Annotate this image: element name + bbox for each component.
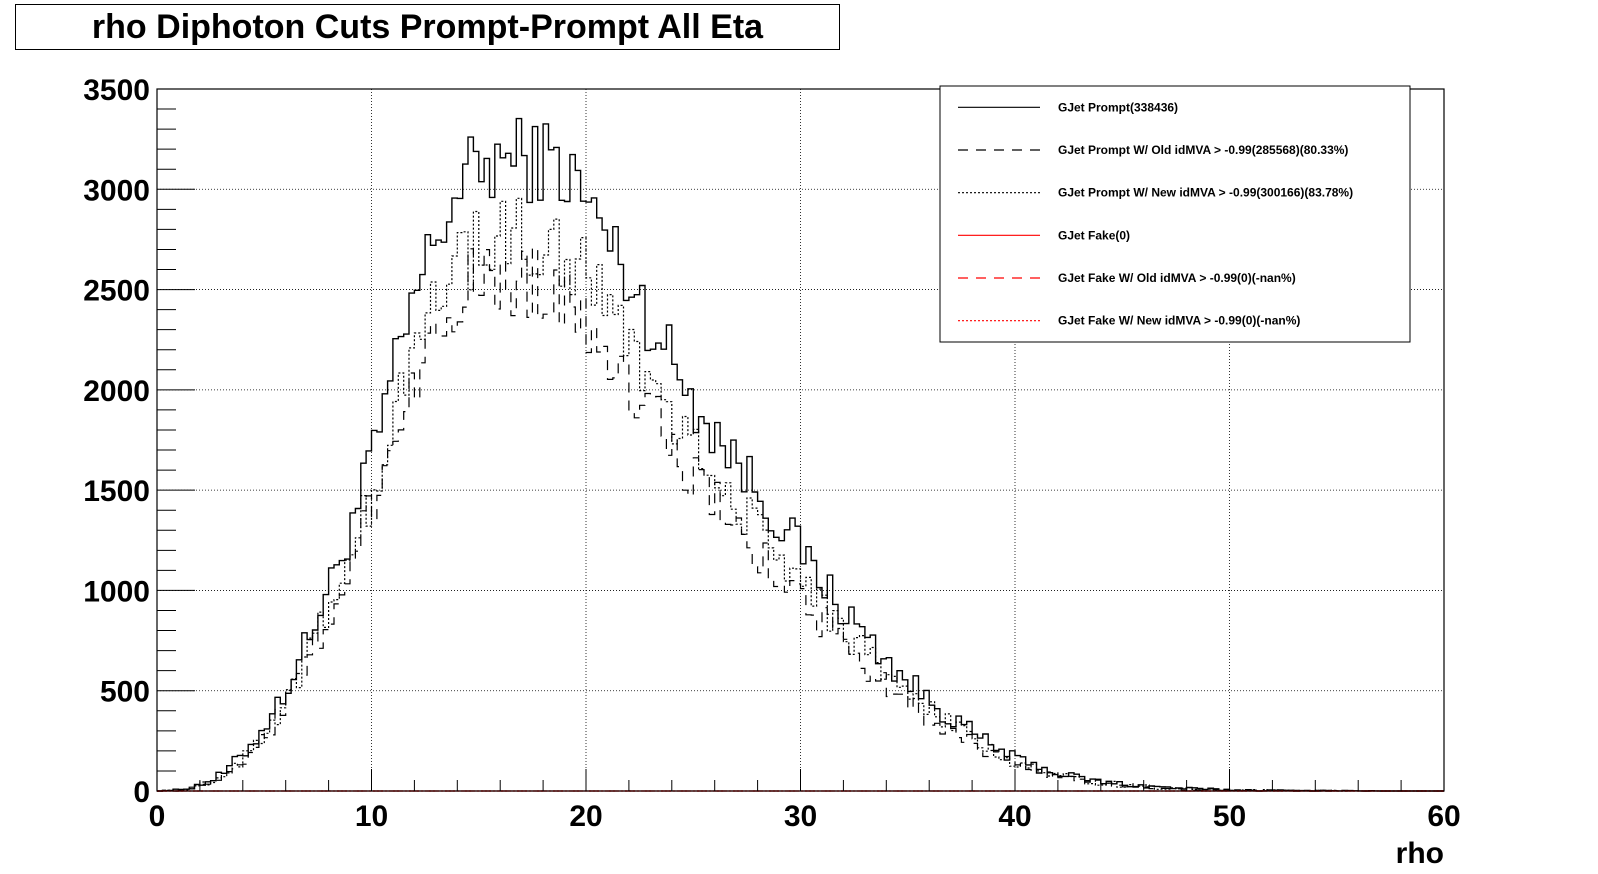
x-tick-label: 30 — [784, 800, 817, 833]
legend-label: GJet Fake W/ New idMVA > -0.99(0)(-nan%) — [1058, 314, 1300, 328]
legend-label: GJet Prompt W/ Old idMVA > -0.99(285568)… — [1058, 143, 1348, 157]
x-tick-label: 60 — [1427, 800, 1460, 833]
legend-label: GJet Prompt(338436) — [1058, 100, 1178, 114]
y-tick-label: 3500 — [83, 74, 150, 107]
x-tick-label: 40 — [998, 800, 1031, 833]
y-tick-label: 500 — [100, 676, 150, 709]
x-tick-label: 0 — [149, 800, 166, 833]
y-tick-label: 3000 — [83, 174, 150, 207]
y-tick-label: 1000 — [83, 575, 150, 608]
legend-label: GJet Fake(0) — [1058, 228, 1130, 242]
x-axis-title: rho — [1396, 837, 1444, 870]
y-tick-label: 1500 — [83, 475, 150, 508]
y-tick-labels: 0 500 1000 1500 2000 2500 3000 3500 — [83, 74, 150, 809]
x-tick-labels: 0 10 20 30 40 50 60 — [149, 800, 1461, 833]
y-tick-label: 2000 — [83, 375, 150, 408]
x-tick-label: 50 — [1213, 800, 1246, 833]
legend-box — [939, 85, 1411, 343]
y-tick-label: 0 — [133, 776, 150, 809]
legend: GJet Prompt(338436) GJet Prompt W/ Old id… — [939, 85, 1411, 343]
x-tick-label: 20 — [569, 800, 602, 833]
legend-label: GJet Fake W/ Old idMVA > -0.99(0)(-nan%) — [1058, 271, 1296, 285]
axis-ticks — [156, 88, 1445, 792]
series-line — [157, 197, 1444, 792]
legend-label: GJet Prompt W/ New idMVA > -0.99(300166)… — [1058, 186, 1353, 200]
chart-title: rho Diphoton Cuts Prompt-Prompt All Eta — [15, 4, 840, 50]
x-tick-label: 10 — [355, 800, 388, 833]
y-tick-label: 2500 — [83, 275, 150, 308]
